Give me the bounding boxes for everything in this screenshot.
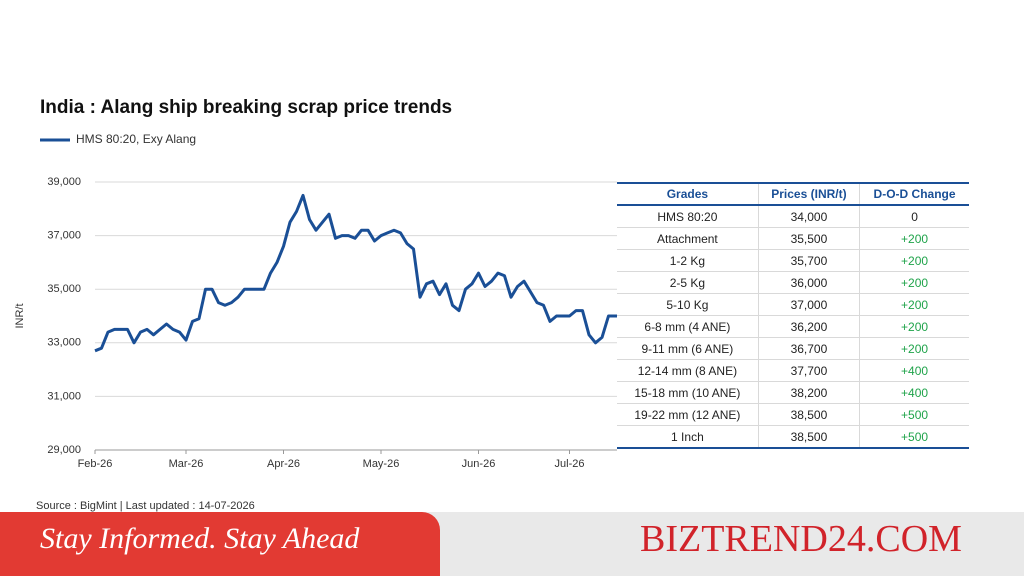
- grade: 5-10 Kg: [617, 293, 759, 316]
- line-series: [94, 193, 622, 353]
- source-note: Source : BigMint | Last updated : 14-07-…: [36, 500, 255, 512]
- table-row: 1 Inch 38,500 +500: [617, 425, 969, 449]
- grade: 2-5 Kg: [617, 271, 759, 294]
- column-header: Grades: [617, 182, 759, 206]
- table-row: 9-11 mm (6 ANE) 36,700 +200: [617, 337, 969, 360]
- table-row: 12-14 mm (8 ANE) 37,700 +400: [617, 359, 969, 382]
- price: 36,200: [757, 315, 860, 338]
- change: +400: [859, 359, 969, 382]
- table-row: 6-8 mm (4 ANE) 36,200 +200: [617, 315, 969, 338]
- x-tick-label: Jul-26: [555, 458, 585, 470]
- price: 38,500: [757, 425, 860, 449]
- table-row: Attachment 35,500 +200: [617, 227, 969, 250]
- price: 35,500: [757, 227, 860, 250]
- y-tick-label: 39,000: [47, 176, 81, 188]
- grade: 12-14 mm (8 ANE): [617, 359, 759, 382]
- change: +200: [859, 249, 969, 272]
- change: 0: [859, 205, 969, 228]
- price: 34,000: [757, 205, 860, 228]
- change: +200: [859, 227, 969, 250]
- chart-title: India : Alang ship breaking scrap price …: [40, 97, 452, 118]
- brand: BIZTREND24.COM: [640, 518, 962, 560]
- price: 36,700: [757, 337, 860, 360]
- x-tick-label: Jun-26: [462, 458, 496, 470]
- grade: 1-2 Kg: [617, 249, 759, 272]
- grade: 9-11 mm (6 ANE): [617, 337, 759, 360]
- tagline: Stay Informed. Stay Ahead: [0, 512, 440, 576]
- table-row: 19-22 mm (12 ANE) 38,500 +500: [617, 403, 969, 426]
- price: 36,000: [757, 271, 860, 294]
- grade: 15-18 mm (10 ANE): [617, 381, 759, 404]
- x-tick-label: Mar-26: [169, 458, 204, 470]
- price-table: Grades Prices (INR/t) D-O-D Change HMS 80:2…: [617, 182, 969, 449]
- price: 37,000: [757, 293, 860, 316]
- x-tick-label: May-26: [363, 458, 400, 470]
- y-tick-label: 35,000: [47, 283, 81, 295]
- y-tick-label: 31,000: [47, 390, 81, 402]
- chart: India : Alang ship breaking scrap price …: [14, 97, 622, 470]
- column-header: Prices (INR/t): [757, 182, 860, 206]
- table-header-row: Grades Prices (INR/t) D-O-D Change: [617, 182, 969, 206]
- grade: 1 Inch: [617, 425, 759, 449]
- x-tick-label: Apr-26: [267, 458, 300, 470]
- x-tick-label: Feb-26: [78, 458, 113, 470]
- y-tick-label: 37,000: [47, 230, 81, 242]
- price: 37,700: [757, 359, 860, 382]
- legend-label: HMS 80:20, Exy Alang: [76, 132, 196, 146]
- table-row: 1-2 Kg 35,700 +200: [617, 249, 969, 272]
- y-tick-label: 29,000: [47, 444, 81, 456]
- change: +200: [859, 315, 969, 338]
- y-tick-label: 33,000: [47, 337, 81, 349]
- price: 35,700: [757, 249, 860, 272]
- table-row: 15-18 mm (10 ANE) 38,200 +400: [617, 381, 969, 404]
- grade: 19-22 mm (12 ANE): [617, 403, 759, 426]
- table-row: 5-10 Kg 37,000 +200: [617, 293, 969, 316]
- y-axis-label: INR/t: [14, 303, 26, 328]
- column-header: D-O-D Change: [859, 182, 969, 206]
- change: +200: [859, 271, 969, 294]
- change: +500: [859, 425, 969, 449]
- change: +400: [859, 381, 969, 404]
- table-row: HMS 80:20 34,000 0: [617, 205, 969, 228]
- price: 38,500: [757, 403, 860, 426]
- grade: Attachment: [617, 227, 759, 250]
- change: +500: [859, 403, 969, 426]
- price: 38,200: [757, 381, 860, 404]
- change: +200: [859, 337, 969, 360]
- table-row: 2-5 Kg 36,000 +200: [617, 271, 969, 294]
- grade: 6-8 mm (4 ANE): [617, 315, 759, 338]
- change: +200: [859, 293, 969, 316]
- grade: HMS 80:20: [617, 205, 759, 228]
